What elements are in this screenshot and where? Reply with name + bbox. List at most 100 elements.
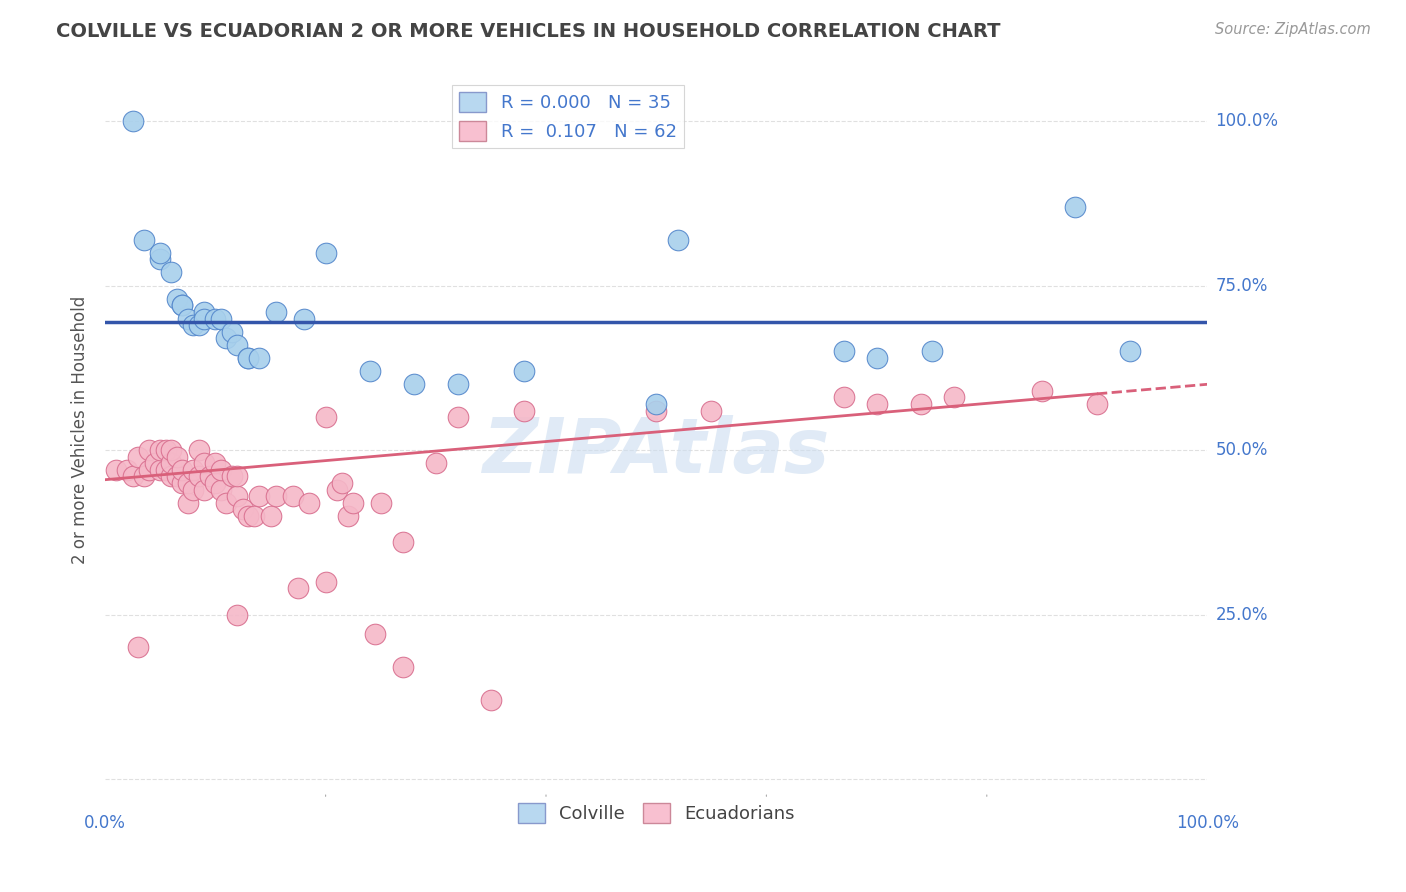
Point (166, 292, 188, 306)
Point (193, 305, 215, 319)
Text: 0.0%: 0.0% (84, 814, 127, 832)
Point (315, 245, 337, 260)
Point (143, 456, 166, 470)
Point (215, 331, 238, 345)
Point (513, 403, 536, 417)
Point (177, 311, 200, 326)
Point (292, 311, 315, 326)
Point (298, 496, 321, 510)
Point (221, 469, 243, 483)
Point (187, 443, 209, 458)
Point (226, 607, 249, 622)
Point (187, 469, 209, 483)
Point (402, 377, 425, 392)
Text: ZIPAtlas: ZIPAtlas (482, 415, 830, 489)
Point (193, 483, 215, 497)
Point (172, 475, 194, 490)
Text: COLVILLE VS ECUADORIAN 2 OR MORE VEHICLES IN HOUSEHOLD CORRELATION CHART: COLVILLE VS ECUADORIAN 2 OR MORE VEHICLE… (56, 22, 1001, 41)
Point (287, 581, 309, 595)
Point (149, 443, 172, 458)
Text: 25.0%: 25.0% (1216, 606, 1268, 624)
Point (155, 443, 177, 458)
Point (832, 344, 855, 359)
Point (172, 298, 194, 312)
Point (666, 233, 689, 247)
Point (259, 508, 281, 523)
Point (1031, 384, 1053, 398)
Point (149, 463, 172, 477)
Point (865, 397, 887, 411)
Point (193, 311, 215, 326)
Legend: Colville, Ecuadorians: Colville, Ecuadorians (510, 796, 801, 830)
Point (364, 627, 387, 641)
Point (127, 640, 149, 655)
Point (249, 489, 271, 503)
Point (921, 344, 943, 359)
Point (177, 475, 200, 490)
Point (264, 305, 287, 319)
Point (645, 397, 668, 411)
Point (117, 463, 139, 477)
Point (942, 391, 965, 405)
Point (700, 403, 723, 417)
Point (330, 475, 353, 490)
Text: 75.0%: 75.0% (1216, 277, 1268, 294)
Point (281, 489, 304, 503)
Point (160, 265, 183, 279)
Point (193, 456, 215, 470)
Text: Source: ZipAtlas.com: Source: ZipAtlas.com (1215, 22, 1371, 37)
Text: 50.0%: 50.0% (1216, 441, 1268, 459)
Point (238, 351, 260, 365)
Point (155, 463, 177, 477)
Point (645, 403, 668, 417)
Point (172, 463, 194, 477)
Point (183, 483, 205, 497)
Text: 100.0%: 100.0% (1175, 814, 1239, 832)
Point (149, 252, 172, 267)
Point (447, 410, 470, 425)
Point (132, 469, 155, 483)
Point (209, 483, 232, 497)
Point (1085, 397, 1108, 411)
Point (910, 397, 932, 411)
Point (447, 377, 470, 392)
Point (865, 351, 887, 365)
Point (425, 456, 447, 470)
Point (149, 245, 172, 260)
Point (209, 311, 232, 326)
Point (187, 318, 209, 332)
Point (325, 483, 347, 497)
Point (166, 469, 188, 483)
Point (342, 496, 364, 510)
Point (1064, 200, 1087, 214)
Point (232, 502, 254, 516)
Point (315, 574, 337, 589)
Point (105, 463, 128, 477)
Point (221, 325, 243, 339)
Y-axis label: 2 or more Vehicles in Household: 2 or more Vehicles in Household (72, 296, 89, 565)
Point (336, 508, 359, 523)
Point (204, 311, 226, 326)
Point (215, 496, 238, 510)
Point (264, 489, 287, 503)
Point (198, 469, 221, 483)
Point (160, 456, 183, 470)
Point (172, 298, 194, 312)
Point (370, 496, 392, 510)
Point (391, 535, 413, 549)
Point (315, 410, 337, 425)
Point (138, 463, 160, 477)
Point (127, 450, 149, 464)
Point (121, 114, 143, 128)
Text: 100.0%: 100.0% (1216, 112, 1278, 130)
Point (177, 496, 200, 510)
Point (204, 456, 226, 470)
Point (204, 475, 226, 490)
Point (391, 660, 413, 674)
Point (238, 508, 260, 523)
Point (183, 463, 205, 477)
Point (832, 391, 855, 405)
Point (183, 318, 205, 332)
Point (166, 450, 188, 464)
Point (359, 364, 381, 378)
